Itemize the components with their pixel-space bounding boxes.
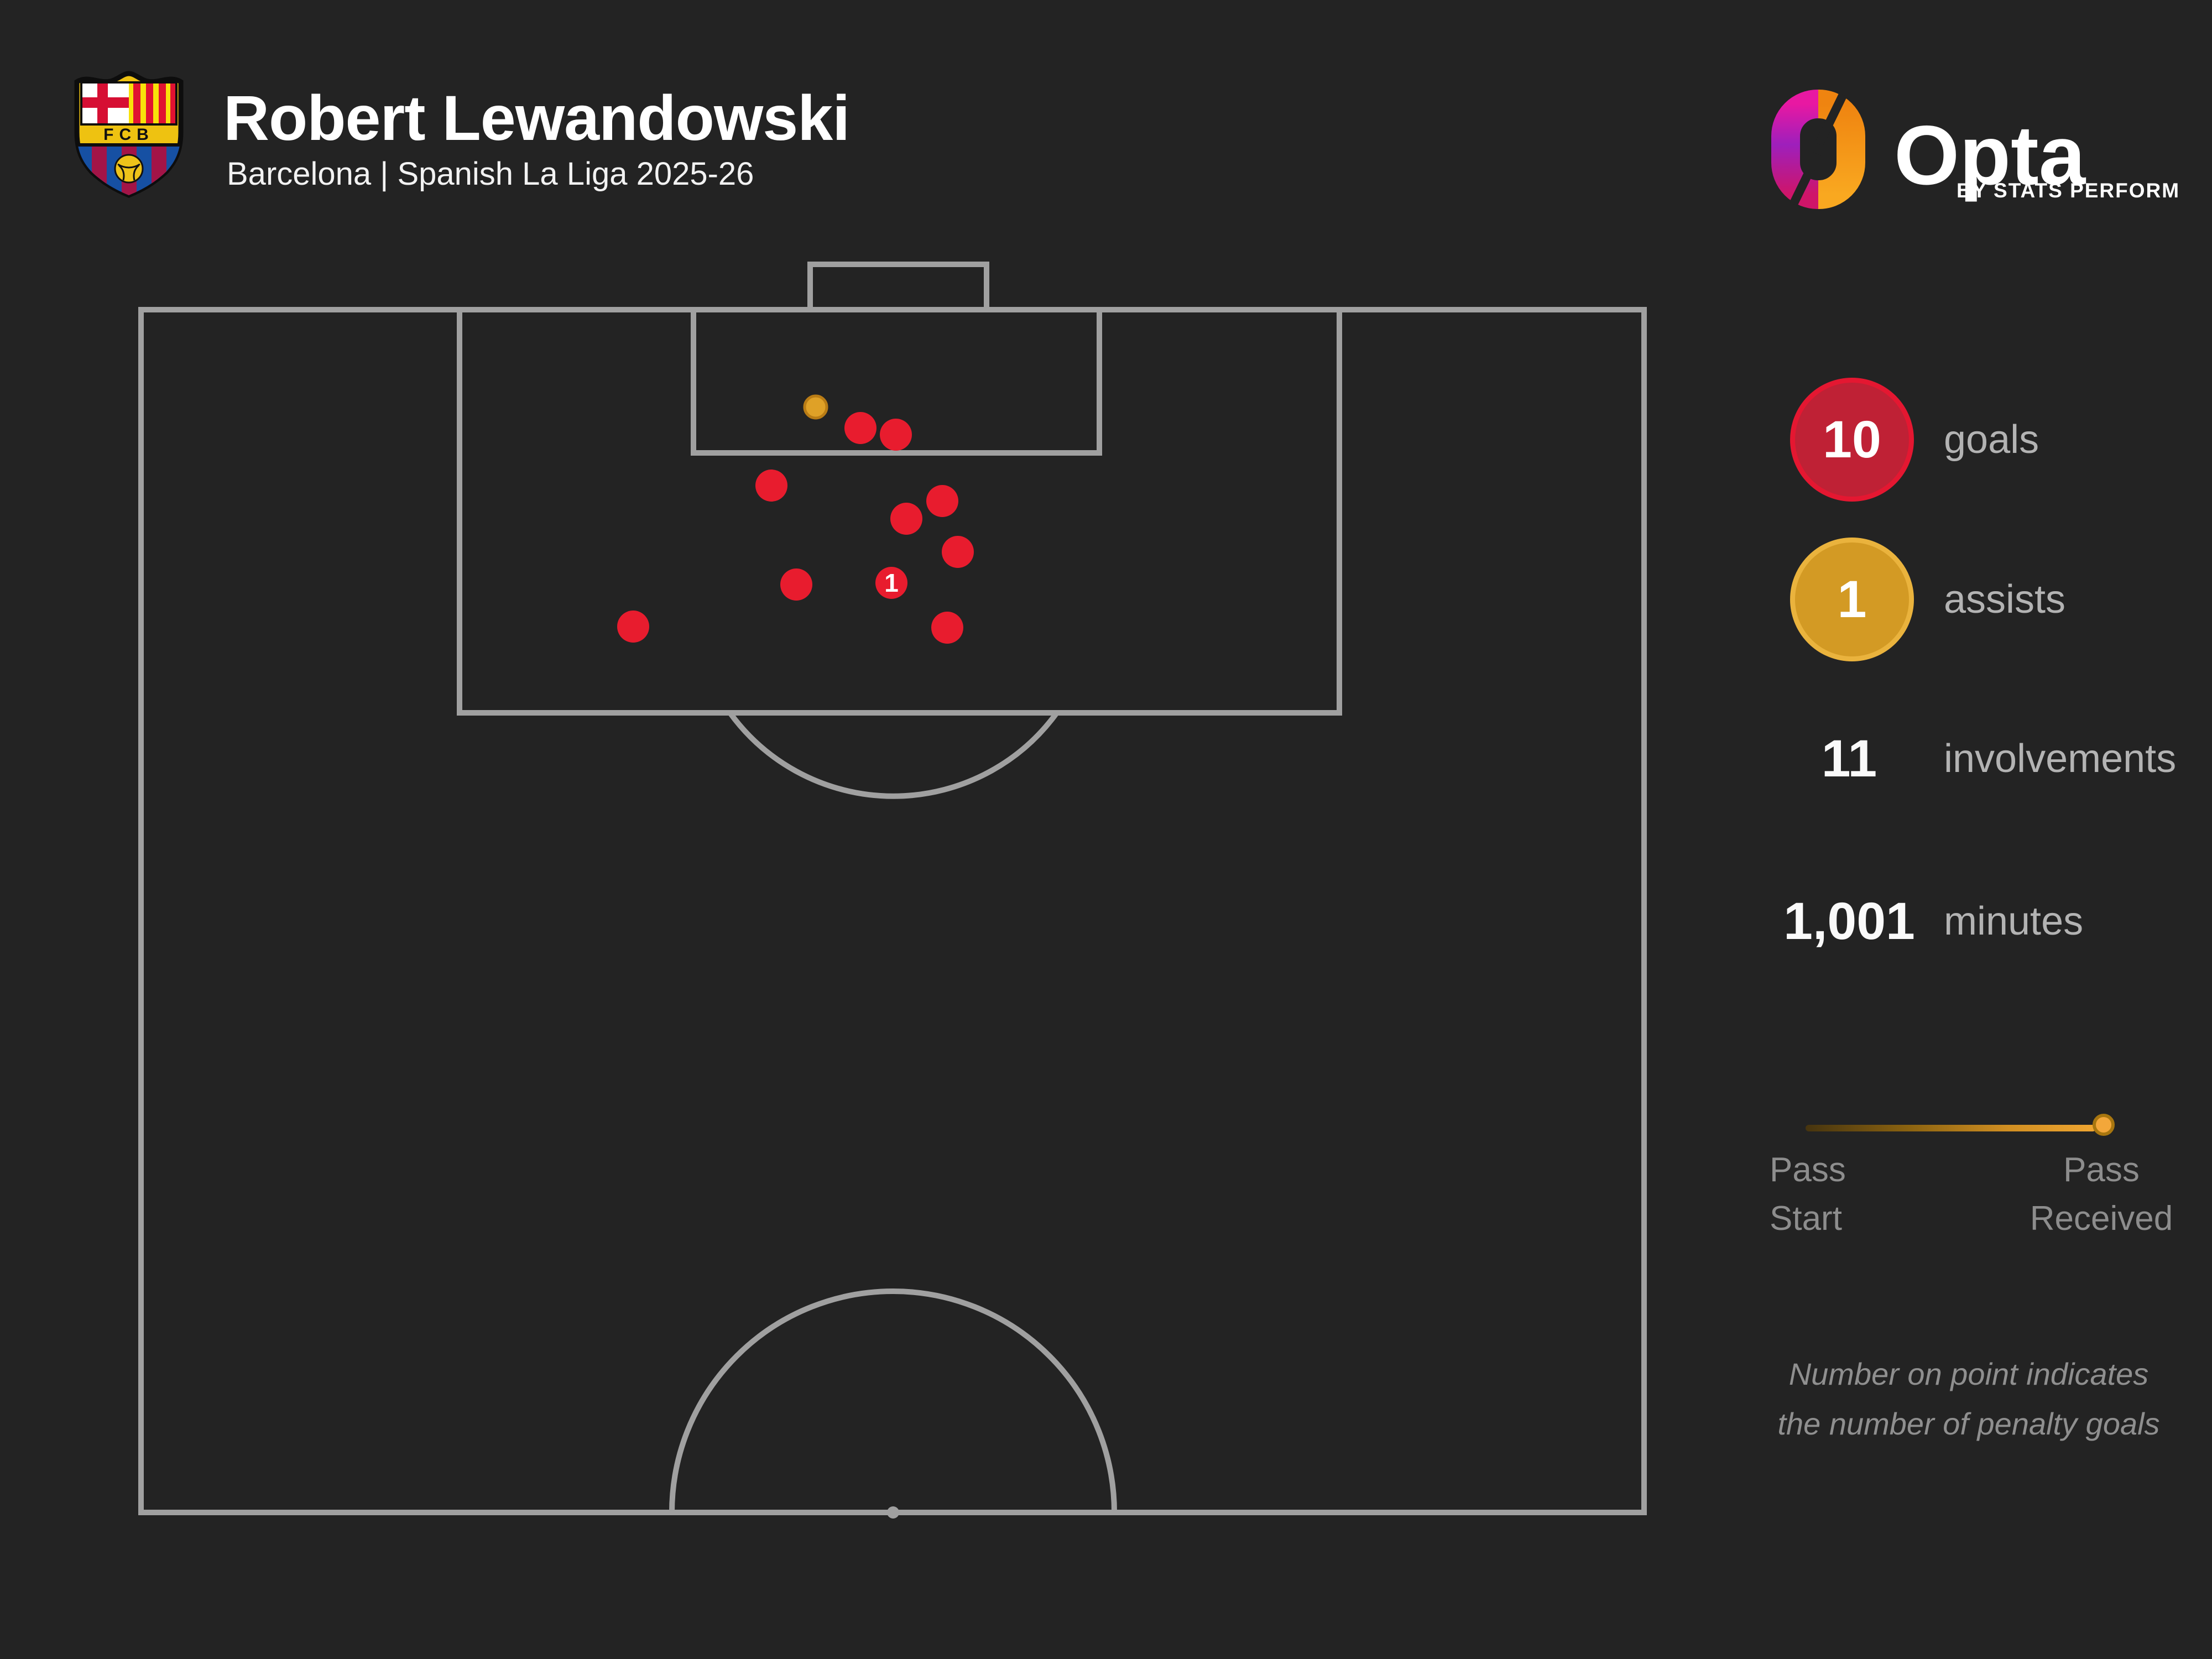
legend-pass-received-line1: Pass — [2063, 1151, 2140, 1189]
assists-label: assists — [1944, 577, 2066, 622]
crest-cross-h — [81, 97, 129, 108]
page-subtitle: Barcelona | Spanish La Liga 2025-26 — [227, 156, 754, 192]
goals-badge: 10 — [1790, 378, 1914, 502]
penalty-footnote: Number on point indicates the number of … — [1725, 1349, 2212, 1449]
shot-dot-goal — [890, 503, 922, 535]
legend-pass-received-line2: Received — [2030, 1199, 2173, 1238]
goal-frame — [807, 262, 989, 312]
minutes-label: minutes — [1944, 899, 2084, 943]
shot-dot-goal — [880, 419, 912, 451]
penalty-count-label: 1 — [884, 568, 899, 597]
shot-dot-goal — [617, 611, 649, 643]
legend-pass-start-line1: Pass — [1770, 1151, 1846, 1189]
legend-pass-received: Pass Received — [2016, 1146, 2187, 1243]
penalty-footnote-line1: Number on point indicates — [1788, 1357, 2149, 1391]
shot-dot-goal — [942, 536, 974, 568]
goals-value: 10 — [1823, 410, 1881, 469]
pitch-boundary — [138, 307, 1647, 1515]
page-title: Robert Lewandowski — [223, 83, 850, 154]
crest-top-outline — [80, 81, 178, 126]
legend-pass-start: Pass Start — [1770, 1146, 1846, 1243]
minutes-value: 1,001 — [1783, 892, 1915, 951]
opta-logo-wordmark: Opta — [1894, 108, 2086, 202]
goals-label: goals — [1944, 418, 2039, 462]
shot-dot-goal — [780, 568, 812, 601]
pitch-lines — [138, 262, 1647, 1515]
pass-received-dot-icon — [2093, 1114, 2115, 1136]
crest-monogram: FCB — [103, 126, 154, 144]
shot-dot-goal — [931, 612, 963, 644]
penalty-arc — [727, 711, 1060, 799]
fc-barcelona-crest: FCB — [74, 71, 184, 198]
centre-spot — [887, 1506, 899, 1519]
shot-dot-goal — [755, 469, 787, 502]
pass-gradient-line — [1806, 1125, 2096, 1131]
penalty-footnote-line2: the number of penalty goals — [1777, 1406, 2160, 1441]
shot-dots: 1 — [617, 394, 974, 644]
crest-ball — [114, 154, 144, 184]
shot-dot-assist_received — [803, 394, 828, 420]
opta-byline: BY STATS PERFORM — [1957, 179, 2180, 202]
shot-dot-goal — [875, 567, 907, 599]
assists-badge: 1 — [1790, 538, 1914, 661]
involvements-value: 11 — [1821, 729, 1877, 788]
centre-circle-arc — [669, 1288, 1117, 1513]
assists-value: 1 — [1837, 570, 1867, 629]
shot-dot-goal — [926, 485, 958, 517]
involvements-label: involvements — [1944, 737, 2177, 781]
opta-logo-icon — [1771, 90, 1865, 209]
legend-pass-start-line2: Start — [1770, 1199, 1842, 1238]
shot-dot-goal — [844, 412, 877, 444]
